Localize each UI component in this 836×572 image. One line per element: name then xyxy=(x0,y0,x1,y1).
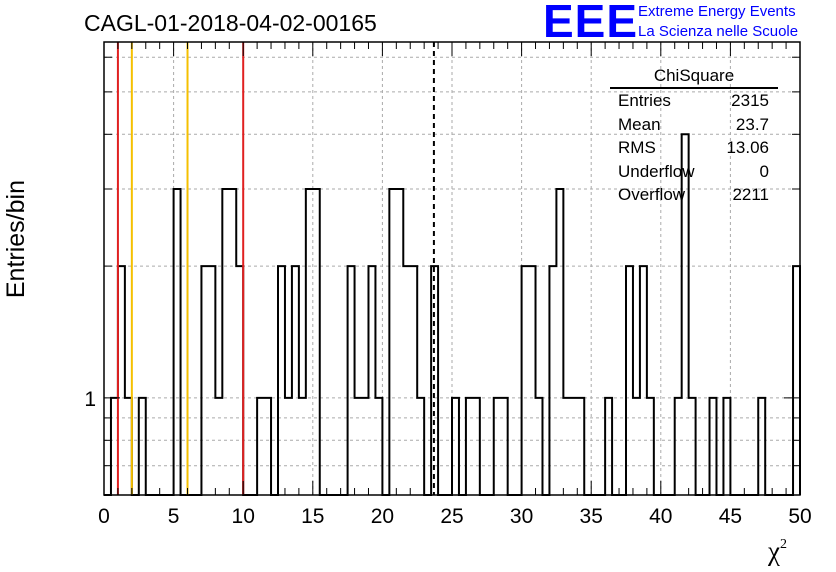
stats-row-overflow: Overflow 2211 xyxy=(610,183,778,207)
stats-label: RMS xyxy=(618,138,656,157)
stats-row-mean: Mean 23.7 xyxy=(610,113,778,137)
eee-logo: EEE Extreme Energy Events La Scienza nel… xyxy=(543,0,833,48)
stats-row-entries: Entries 2315 xyxy=(610,89,778,113)
x-axis-label: χ2 xyxy=(768,536,787,566)
stats-value: 2211 xyxy=(732,185,769,204)
x-tick-label: 40 xyxy=(649,505,672,528)
stats-title: ChiSquare xyxy=(610,66,778,89)
x-tick-label: 15 xyxy=(301,505,324,528)
logo-line-1: Extreme Energy Events xyxy=(638,3,796,20)
stats-value: 23.7 xyxy=(735,114,769,134)
x-tick-label: 45 xyxy=(719,505,742,528)
stats-label: Overflow xyxy=(618,185,686,204)
stats-box: ChiSquare Entries 2315 Mean 23.7 RMS 13.… xyxy=(610,66,778,207)
stats-value: 13.06 xyxy=(726,138,769,157)
x-tick-label: 10 xyxy=(232,505,255,528)
x-tick-label: 35 xyxy=(580,505,603,528)
stats-row-underflow: Underflow 0 xyxy=(610,160,778,184)
stats-value: 0 xyxy=(759,161,769,181)
stats-label: Underflow xyxy=(618,161,695,181)
logo-mark: EEE xyxy=(543,0,639,47)
x-tick-label: 5 xyxy=(168,505,180,528)
x-tick-label: 30 xyxy=(510,505,533,528)
chart-title: CAGL-01-2018-04-02-00165 xyxy=(84,10,377,36)
y-tick-label: 1 xyxy=(84,388,96,411)
stats-value: 2315 xyxy=(731,91,769,110)
x-tick-label: 20 xyxy=(371,505,394,528)
stats-row-rms: RMS 13.06 xyxy=(610,136,778,160)
logo-line-2: La Scienza nelle Scuole xyxy=(638,23,799,40)
x-tick-label: 0 xyxy=(98,505,110,528)
stats-label: Mean xyxy=(618,114,661,134)
stats-label: Entries xyxy=(618,91,671,110)
x-tick-label: 25 xyxy=(440,505,463,528)
x-tick-label: 50 xyxy=(788,505,811,528)
